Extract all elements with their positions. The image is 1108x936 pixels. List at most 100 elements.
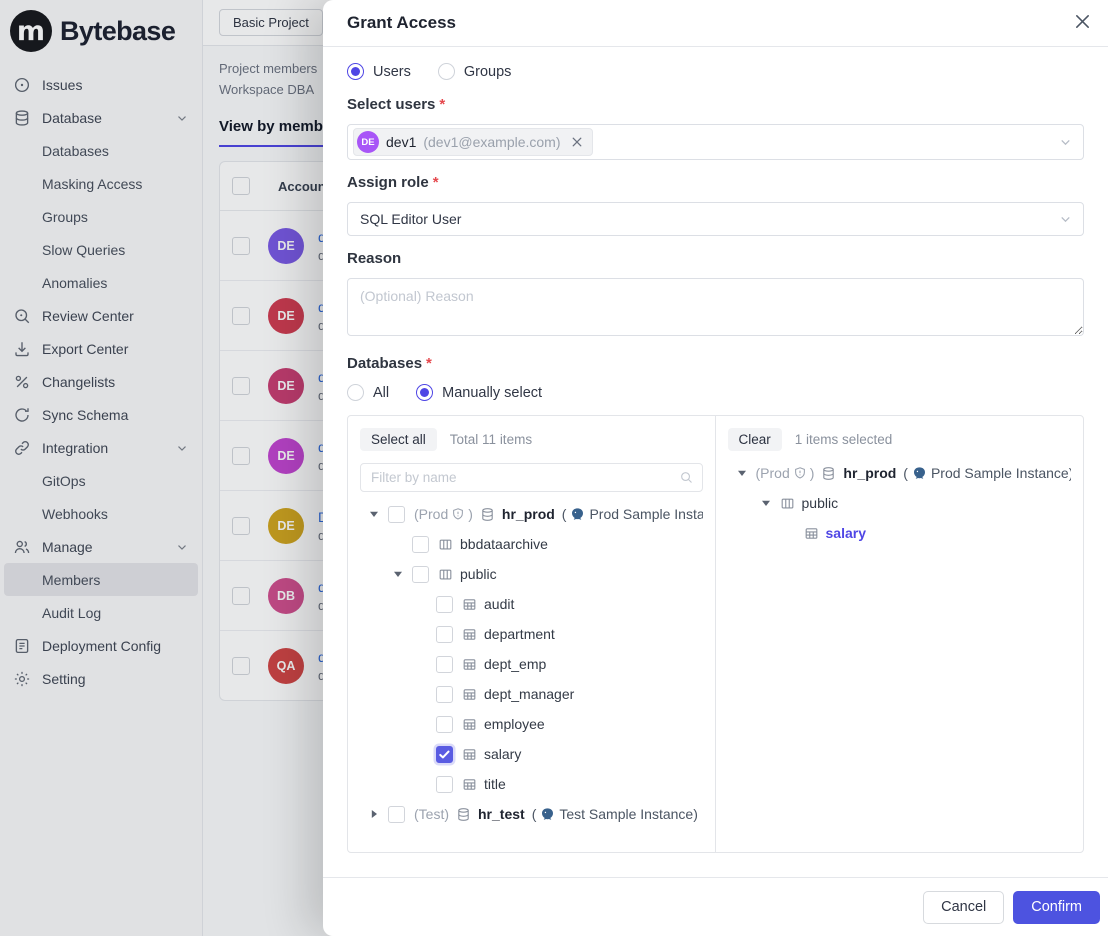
sidebar-item-export-center[interactable]: Export Center [4, 332, 198, 365]
radio-groups[interactable]: Groups [437, 63, 511, 80]
row-checkbox[interactable] [232, 306, 250, 325]
tree-node-hr-prod[interactable]: (Prod) hr_prod (Prod Sample Instance) [360, 499, 703, 529]
row-checkbox[interactable] [232, 236, 250, 255]
grant-access-modal: Grant Access Users Groups Select users * … [323, 0, 1108, 936]
select-users-input[interactable]: DE dev1 (dev1@example.com) [347, 124, 1084, 160]
row-checkbox[interactable] [232, 376, 250, 395]
checkbox[interactable] [436, 715, 453, 733]
tree-node-department[interactable]: department [360, 619, 703, 649]
checkbox[interactable] [436, 595, 453, 613]
confirm-button[interactable]: Confirm [1013, 890, 1100, 924]
tree-node-dept-emp[interactable]: dept_emp [360, 649, 703, 679]
tree-node-name: hr_test [478, 806, 525, 822]
row-checkbox[interactable] [232, 516, 250, 535]
sidebar-item-members[interactable]: Members [4, 563, 198, 596]
chevron-down-icon [1058, 135, 1073, 150]
tree-node-name: salary [825, 525, 866, 541]
radio-users[interactable]: Users [347, 63, 411, 80]
sidebar-item-sync-schema[interactable]: Sync Schema [4, 398, 198, 431]
sidebar-item-label: GitOps [42, 472, 86, 489]
sidebar-item-databases[interactable]: Databases [4, 134, 198, 167]
tree-node-name: department [484, 626, 555, 642]
sidebar-item-database[interactable]: Database [4, 101, 198, 134]
bytebase-logo[interactable]: m Bytebase [0, 0, 202, 62]
changelists-icon [13, 373, 31, 391]
caret-down-icon[interactable] [760, 497, 772, 509]
sidebar-item-anomalies[interactable]: Anomalies [4, 266, 198, 299]
checkbox[interactable] [412, 535, 429, 553]
sidebar-item-masking-access[interactable]: Masking Access [4, 167, 198, 200]
caret-down-icon[interactable] [392, 568, 404, 580]
sidebar-item-gitops[interactable]: GitOps [4, 464, 198, 497]
sidebar-item-slow-queries[interactable]: Slow Queries [4, 233, 198, 266]
db-icon [821, 466, 836, 481]
row-checkbox[interactable] [232, 446, 250, 465]
table-icon [462, 717, 477, 732]
account-column-header: Account [278, 178, 330, 194]
clear-button[interactable]: Clear [727, 428, 782, 451]
remove-user-icon[interactable] [570, 135, 584, 149]
sidebar-item-issues[interactable]: Issues [4, 68, 198, 101]
tree-node-salary[interactable]: salary [728, 518, 1072, 548]
checkbox[interactable] [436, 775, 453, 793]
tree-node-employee[interactable]: employee [360, 709, 703, 739]
tree-node-bbdataarchive[interactable]: bbdataarchive [360, 529, 703, 559]
tab-view-by-members[interactable]: View by members [219, 118, 346, 135]
sidebar-item-setting[interactable]: Setting [4, 662, 198, 695]
project-note-line1: Project members [219, 61, 318, 76]
tree-node-salary[interactable]: salary [360, 739, 703, 769]
radio-users-control[interactable] [347, 63, 364, 80]
caret-down-icon[interactable] [736, 467, 748, 479]
setting-icon [13, 670, 31, 688]
postgres-icon [570, 507, 585, 522]
checkbox[interactable] [388, 505, 405, 523]
sidebar-item-label: Issues [42, 76, 83, 93]
caret-right-icon[interactable] [368, 808, 380, 820]
sidebar-item-deployment-config[interactable]: Deployment Config [4, 629, 198, 662]
sidebar-item-groups[interactable]: Groups [4, 200, 198, 233]
sidebar-item-changelists[interactable]: Changelists [4, 365, 198, 398]
sidebar-item-label: Export Center [42, 340, 129, 357]
radio-all[interactable]: All [347, 384, 389, 401]
tree-node-hr-test[interactable]: (Test) hr_test (Test Sample Instance) [360, 799, 703, 829]
sidebar-item-integration[interactable]: Integration [4, 431, 198, 464]
radio-all-control[interactable] [347, 384, 364, 401]
filter-by-name-input[interactable] [360, 463, 703, 492]
sidebar-item-label: Deployment Config [42, 637, 162, 654]
avatar: DE [268, 507, 304, 544]
tree-node-dept-manager[interactable]: dept_manager [360, 679, 703, 709]
sidebar-item-audit-log[interactable]: Audit Log [4, 596, 198, 629]
project-tab[interactable]: Basic Project [219, 9, 323, 36]
caret-down-icon[interactable] [368, 508, 380, 520]
tree-node-public[interactable]: public [728, 488, 1072, 518]
row-checkbox[interactable] [232, 656, 250, 675]
sidebar-item-review-center[interactable]: Review Center [4, 299, 198, 332]
assign-role-select[interactable]: SQL Editor User [347, 202, 1084, 236]
search-icon [679, 470, 694, 485]
radio-manually-select[interactable]: Manually select [416, 384, 542, 401]
checkbox[interactable] [436, 745, 453, 763]
checkbox[interactable] [388, 805, 405, 823]
sidebar-item-manage[interactable]: Manage [4, 530, 198, 563]
tree-node-public[interactable]: public [360, 559, 703, 589]
checkbox[interactable] [436, 625, 453, 643]
avatar: QA [268, 647, 304, 684]
sidebar-item-webhooks[interactable]: Webhooks [4, 497, 198, 530]
sidebar: m Bytebase Issues Database Databases Maskin… [0, 0, 203, 936]
checkbox[interactable] [412, 565, 429, 583]
radio-manually-select-control[interactable] [416, 384, 434, 401]
tree-node-audit[interactable]: audit [360, 589, 703, 619]
avatar: DE [268, 297, 304, 334]
select-all-checkbox[interactable] [232, 177, 250, 195]
tree-node-hr-prod[interactable]: (Prod) hr_prod (Prod Sample Instance) [728, 458, 1071, 488]
close-icon[interactable] [1072, 11, 1093, 32]
row-checkbox[interactable] [232, 586, 250, 605]
cancel-button[interactable]: Cancel [923, 890, 1005, 924]
radio-groups-control[interactable] [437, 63, 455, 80]
instance-label: (Prod Sample Instance) [903, 465, 1071, 481]
checkbox[interactable] [436, 655, 453, 673]
tree-node-title[interactable]: title [360, 769, 703, 799]
checkbox[interactable] [436, 685, 453, 703]
reason-textarea[interactable] [347, 278, 1084, 336]
select-all-button[interactable]: Select all [360, 428, 437, 451]
